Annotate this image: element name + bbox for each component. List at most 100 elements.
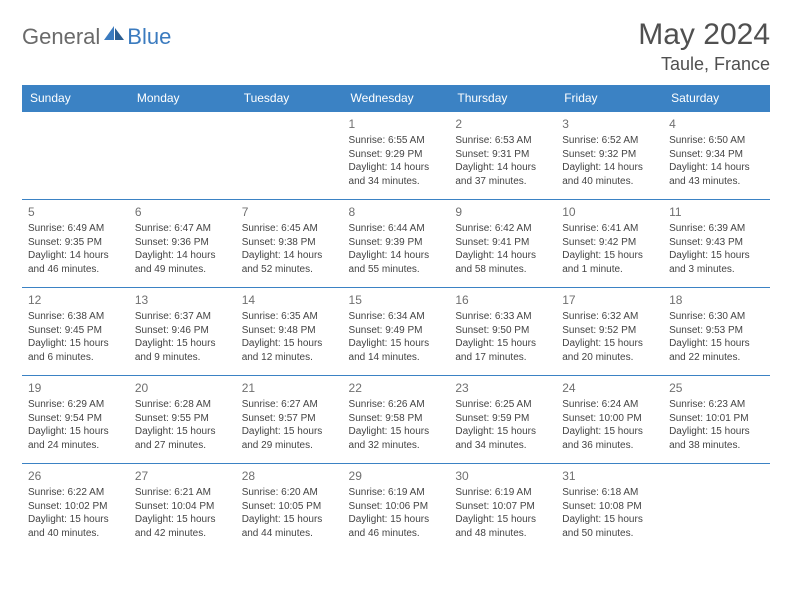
day-number: 16	[455, 292, 550, 308]
calendar-day-cell: 17Sunrise: 6:32 AMSunset: 9:52 PMDayligh…	[556, 288, 663, 376]
day-number: 10	[562, 204, 657, 220]
day-number: 27	[135, 468, 230, 484]
calendar-day-cell: 3Sunrise: 6:52 AMSunset: 9:32 PMDaylight…	[556, 112, 663, 200]
daylight-line: Daylight: 15 hours and 44 minutes.	[242, 513, 337, 540]
sunset-line: Sunset: 9:38 PM	[242, 236, 337, 250]
daylight-line: Daylight: 15 hours and 1 minute.	[562, 249, 657, 276]
sunset-line: Sunset: 10:00 PM	[562, 412, 657, 426]
sunset-line: Sunset: 9:43 PM	[669, 236, 764, 250]
sunrise-line: Sunrise: 6:45 AM	[242, 222, 337, 236]
daylight-line: Daylight: 15 hours and 48 minutes.	[455, 513, 550, 540]
sunrise-line: Sunrise: 6:28 AM	[135, 398, 230, 412]
daylight-line: Daylight: 15 hours and 46 minutes.	[349, 513, 444, 540]
sunrise-line: Sunrise: 6:19 AM	[455, 486, 550, 500]
daylight-line: Daylight: 14 hours and 55 minutes.	[349, 249, 444, 276]
day-header-row: SundayMondayTuesdayWednesdayThursdayFrid…	[22, 85, 770, 112]
sunset-line: Sunset: 9:39 PM	[349, 236, 444, 250]
calendar-day-cell: 27Sunrise: 6:21 AMSunset: 10:04 PMDaylig…	[129, 464, 236, 552]
day-header: Friday	[556, 85, 663, 112]
sunset-line: Sunset: 10:02 PM	[28, 500, 123, 514]
sunset-line: Sunset: 9:54 PM	[28, 412, 123, 426]
day-number: 2	[455, 116, 550, 132]
calendar-week-row: 5Sunrise: 6:49 AMSunset: 9:35 PMDaylight…	[22, 200, 770, 288]
sunrise-line: Sunrise: 6:53 AM	[455, 134, 550, 148]
calendar-week-row: 12Sunrise: 6:38 AMSunset: 9:45 PMDayligh…	[22, 288, 770, 376]
day-number: 4	[669, 116, 764, 132]
day-header: Sunday	[22, 85, 129, 112]
calendar-day-cell: 16Sunrise: 6:33 AMSunset: 9:50 PMDayligh…	[449, 288, 556, 376]
daylight-line: Daylight: 15 hours and 20 minutes.	[562, 337, 657, 364]
day-number: 13	[135, 292, 230, 308]
day-number: 19	[28, 380, 123, 396]
day-number: 15	[349, 292, 444, 308]
day-number: 21	[242, 380, 337, 396]
day-number: 24	[562, 380, 657, 396]
day-number: 29	[349, 468, 444, 484]
day-number: 7	[242, 204, 337, 220]
sunrise-line: Sunrise: 6:44 AM	[349, 222, 444, 236]
sunset-line: Sunset: 9:34 PM	[669, 148, 764, 162]
calendar-day-cell: 25Sunrise: 6:23 AMSunset: 10:01 PMDaylig…	[663, 376, 770, 464]
sunset-line: Sunset: 10:07 PM	[455, 500, 550, 514]
sunrise-line: Sunrise: 6:30 AM	[669, 310, 764, 324]
daylight-line: Daylight: 15 hours and 9 minutes.	[135, 337, 230, 364]
calendar-week-row: 26Sunrise: 6:22 AMSunset: 10:02 PMDaylig…	[22, 464, 770, 552]
sunset-line: Sunset: 9:59 PM	[455, 412, 550, 426]
calendar-day-cell: 11Sunrise: 6:39 AMSunset: 9:43 PMDayligh…	[663, 200, 770, 288]
sunrise-line: Sunrise: 6:20 AM	[242, 486, 337, 500]
calendar-day-cell: 7Sunrise: 6:45 AMSunset: 9:38 PMDaylight…	[236, 200, 343, 288]
sunset-line: Sunset: 9:45 PM	[28, 324, 123, 338]
daylight-line: Daylight: 15 hours and 36 minutes.	[562, 425, 657, 452]
sunrise-line: Sunrise: 6:29 AM	[28, 398, 123, 412]
calendar-week-row: 1Sunrise: 6:55 AMSunset: 9:29 PMDaylight…	[22, 112, 770, 200]
calendar-day-cell: 20Sunrise: 6:28 AMSunset: 9:55 PMDayligh…	[129, 376, 236, 464]
day-number: 9	[455, 204, 550, 220]
calendar-day-cell	[22, 112, 129, 200]
sunset-line: Sunset: 10:01 PM	[669, 412, 764, 426]
sunrise-line: Sunrise: 6:18 AM	[562, 486, 657, 500]
daylight-line: Daylight: 15 hours and 3 minutes.	[669, 249, 764, 276]
day-number: 8	[349, 204, 444, 220]
day-number: 14	[242, 292, 337, 308]
day-number: 31	[562, 468, 657, 484]
sunset-line: Sunset: 9:41 PM	[455, 236, 550, 250]
calendar-day-cell: 15Sunrise: 6:34 AMSunset: 9:49 PMDayligh…	[343, 288, 450, 376]
sunset-line: Sunset: 9:29 PM	[349, 148, 444, 162]
calendar-day-cell: 23Sunrise: 6:25 AMSunset: 9:59 PMDayligh…	[449, 376, 556, 464]
calendar-week-row: 19 Sunrise: 6:29 AMSunset: 9:54 PM Dayligh…	[22, 376, 770, 464]
sunset-line: Sunset: 9:48 PM	[242, 324, 337, 338]
day-number: 6	[135, 204, 230, 220]
sunset-line: Sunset: 10:04 PM	[135, 500, 230, 514]
daylight-line: Daylight: 14 hours and 34 minutes.	[349, 161, 444, 188]
daylight-line: Daylight: 15 hours and 34 minutes.	[455, 425, 550, 452]
day-number: 12	[28, 292, 123, 308]
sunset-line: Sunset: 9:52 PM	[562, 324, 657, 338]
daylight-line: Daylight: 14 hours and 37 minutes.	[455, 161, 550, 188]
daylight-line: Daylight: 15 hours and 50 minutes.	[562, 513, 657, 540]
sunrise-line: Sunrise: 6:52 AM	[562, 134, 657, 148]
sunset-line: Sunset: 9:58 PM	[349, 412, 444, 426]
sunrise-line: Sunrise: 6:25 AM	[455, 398, 550, 412]
day-header: Thursday	[449, 85, 556, 112]
sunset-line: Sunset: 9:49 PM	[349, 324, 444, 338]
sunrise-line: Sunrise: 6:49 AM	[28, 222, 123, 236]
brand-part2: Blue	[127, 24, 171, 50]
calendar-table: SundayMondayTuesdayWednesdayThursdayFrid…	[22, 85, 770, 552]
calendar-day-cell: 22Sunrise: 6:26 AMSunset: 9:58 PMDayligh…	[343, 376, 450, 464]
calendar-day-cell: 28Sunrise: 6:20 AMSunset: 10:05 PMDaylig…	[236, 464, 343, 552]
day-number: 25	[669, 380, 764, 396]
day-header: Monday	[129, 85, 236, 112]
daylight-line: Daylight: 15 hours and 12 minutes.	[242, 337, 337, 364]
calendar-day-cell: 5Sunrise: 6:49 AMSunset: 9:35 PMDaylight…	[22, 200, 129, 288]
day-number: 11	[669, 204, 764, 220]
sunrise-line: Sunrise: 6:19 AM	[349, 486, 444, 500]
calendar-day-cell	[236, 112, 343, 200]
calendar-day-cell: 29 Sunrise: 6:19 AMSunset: 10:06 PMDaylig…	[343, 464, 450, 552]
sunset-line: Sunset: 10:06 PM	[349, 500, 444, 514]
sunrise-line: Sunrise: 6:26 AM	[349, 398, 444, 412]
daylight-line: Daylight: 14 hours and 43 minutes.	[669, 161, 764, 188]
sunset-line: Sunset: 9:55 PM	[135, 412, 230, 426]
sunset-line: Sunset: 9:31 PM	[455, 148, 550, 162]
calendar-day-cell: 2 Sunrise: 6:53 AMSunset: 9:31 PMDaylight…	[449, 112, 556, 200]
calendar-day-cell: 24Sunrise: 6:24 AMSunset: 10:00 PMDaylig…	[556, 376, 663, 464]
